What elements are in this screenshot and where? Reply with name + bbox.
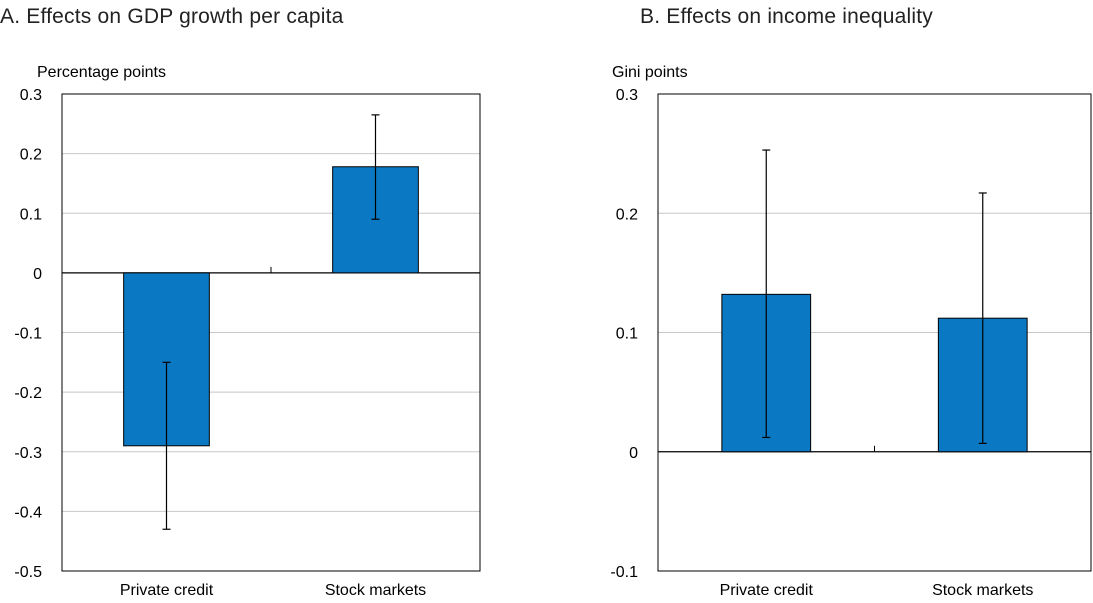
- y-tick-label: -0.5: [14, 564, 42, 581]
- panel-a-title: A. Effects on GDP growth per capita: [0, 5, 344, 28]
- x-tick-label: Private credit: [120, 582, 214, 599]
- y-tick-label: 0.1: [20, 206, 42, 223]
- plot-frame: [61, 93, 481, 572]
- x-tick-label: Stock markets: [325, 582, 426, 599]
- y-tick-label: 0.3: [20, 87, 42, 104]
- y-tick-label: -0.4: [14, 504, 42, 521]
- panel-b-title: B. Effects on income inequality: [640, 5, 933, 28]
- panel-b-unit-label: Gini points: [612, 64, 688, 81]
- y-tick-label: -0.1: [14, 326, 42, 343]
- y-tick-label: -0.2: [14, 385, 42, 402]
- y-tick-label: 0: [33, 266, 42, 283]
- x-tick-label: Private credit: [720, 582, 814, 599]
- plot-frame: [657, 93, 1092, 572]
- y-tick-label: 0.3: [616, 87, 638, 104]
- y-tick-label: -0.1: [610, 564, 638, 581]
- y-tick-label: -0.3: [14, 445, 42, 462]
- y-tick-label: 0.2: [616, 206, 638, 223]
- y-tick-label: 0.2: [20, 147, 42, 164]
- y-tick-label: 0.1: [616, 326, 638, 343]
- panel-a-unit-label: Percentage points: [37, 64, 166, 81]
- y-tick-label: 0: [629, 445, 638, 462]
- x-tick-label: Stock markets: [932, 582, 1033, 599]
